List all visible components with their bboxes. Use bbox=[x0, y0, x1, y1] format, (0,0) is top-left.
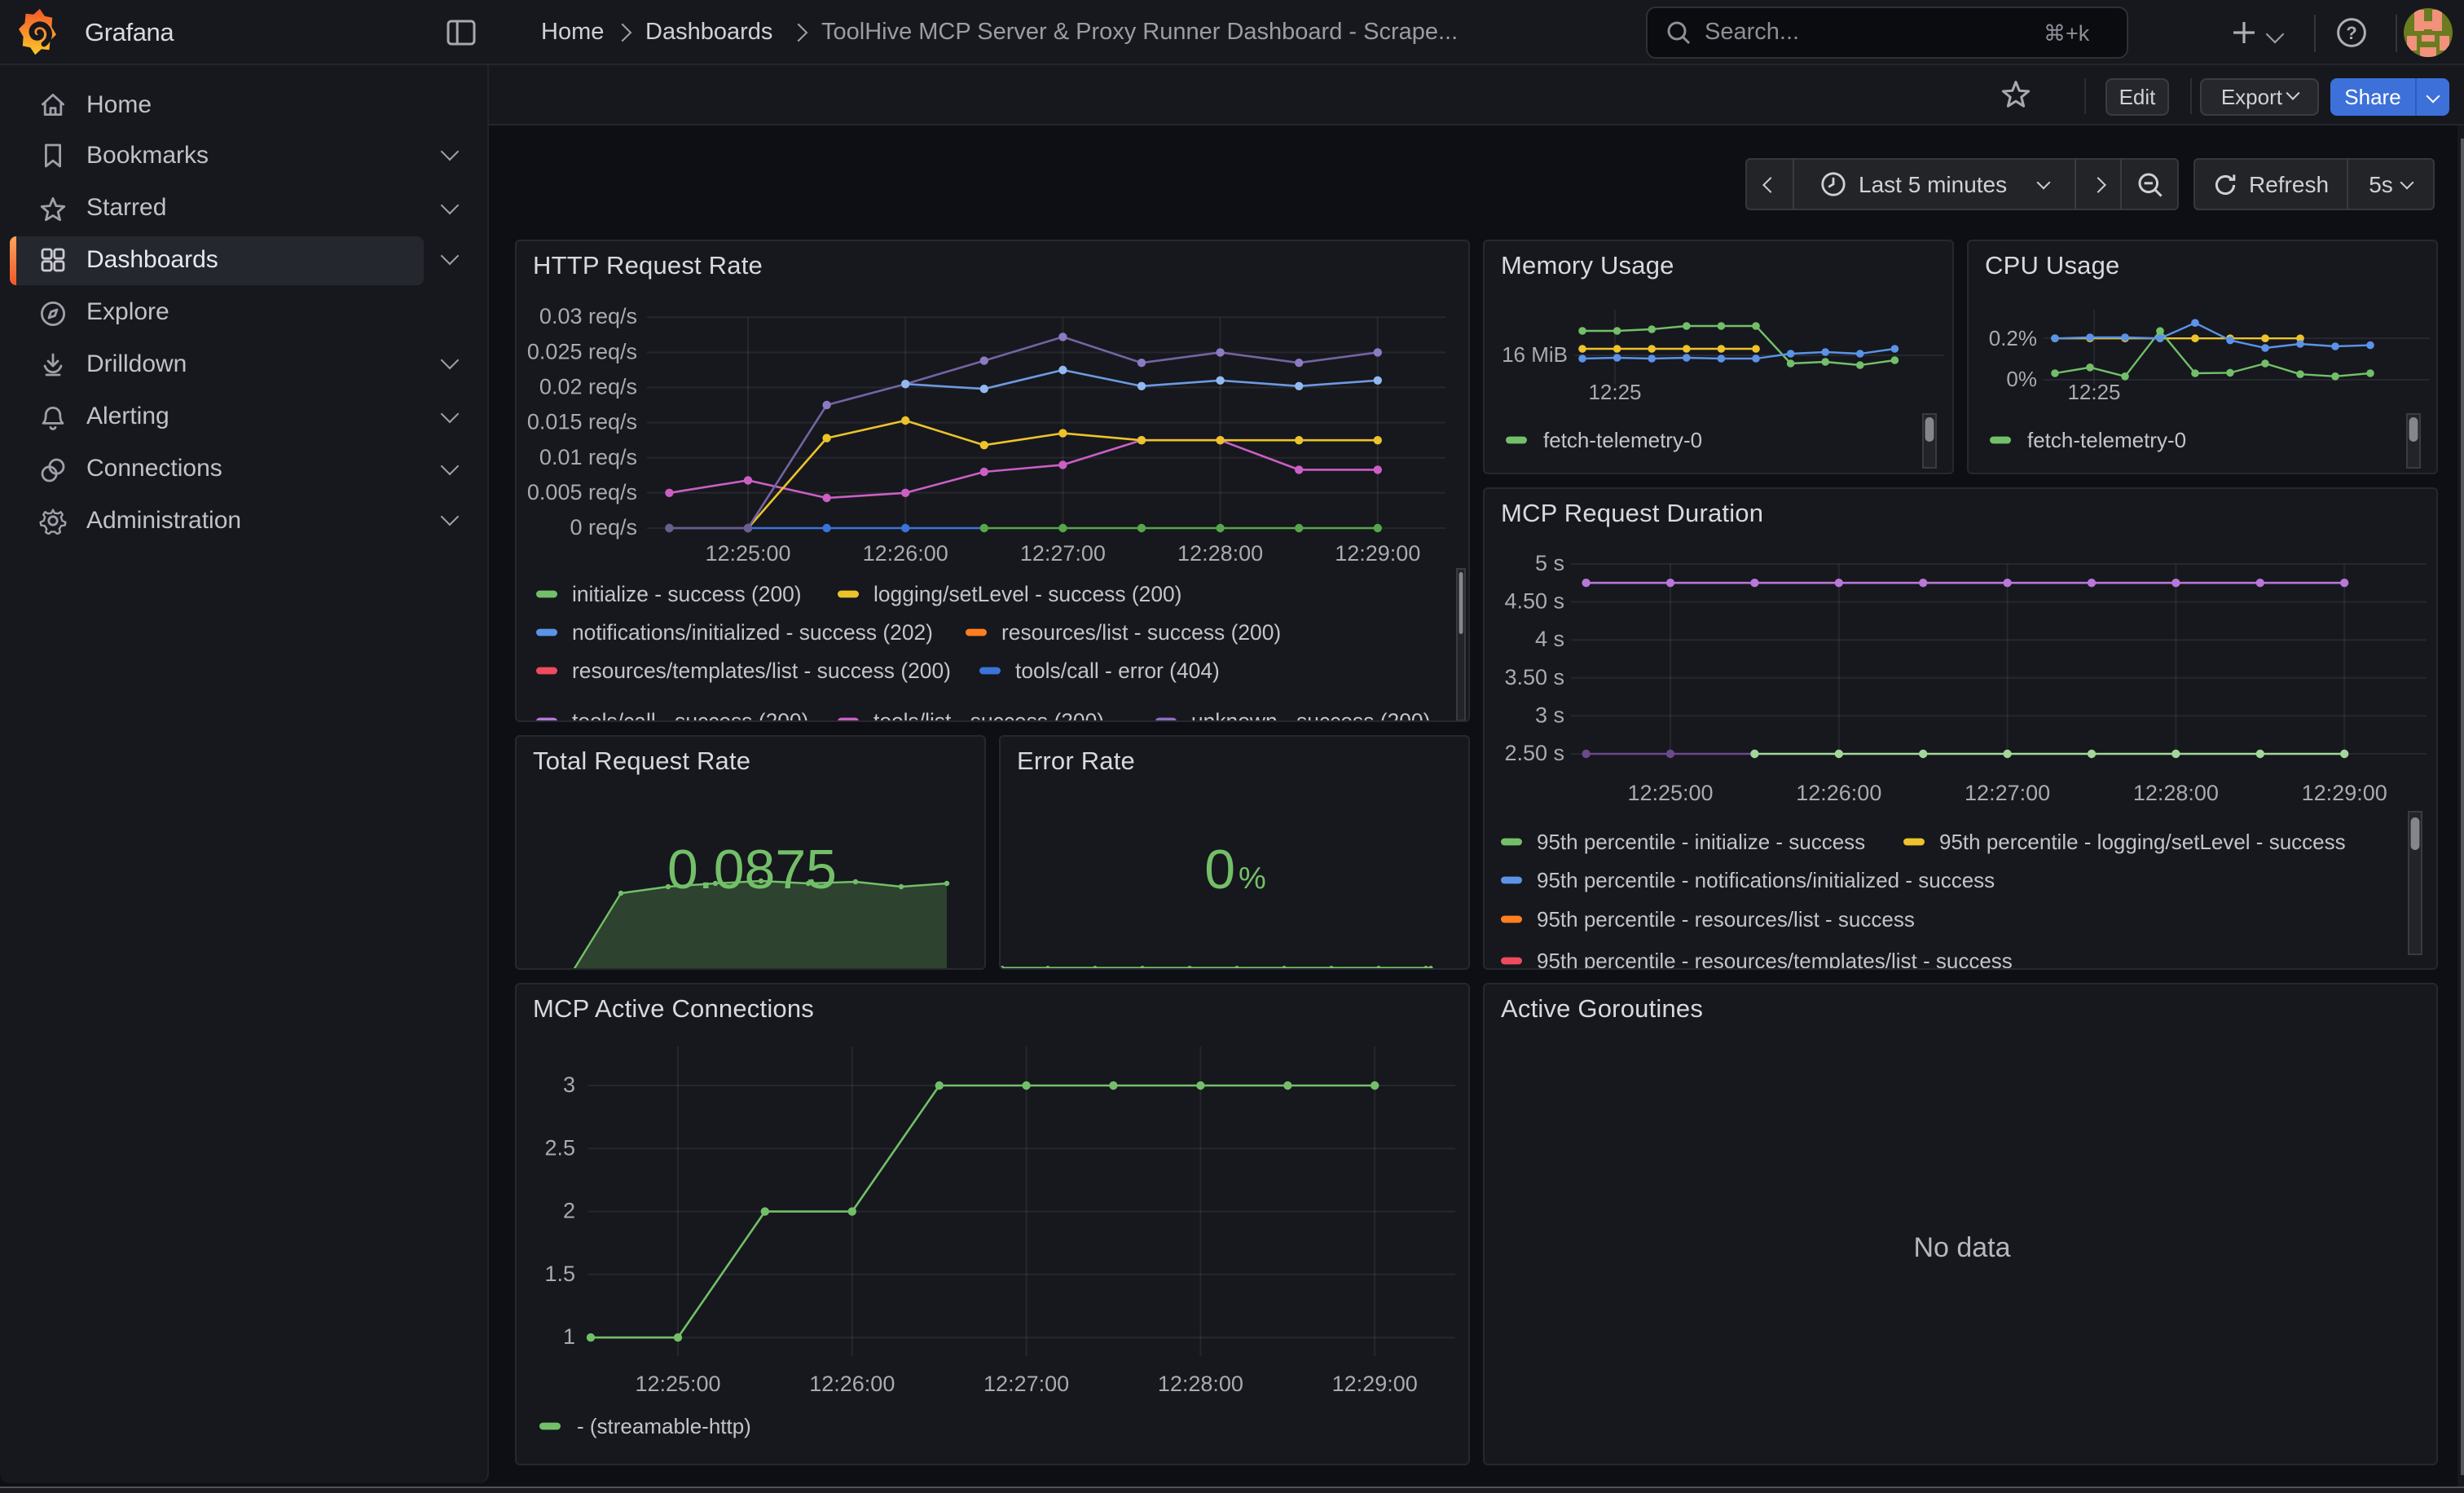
svg-text:0.025 req/s: 0.025 req/s bbox=[527, 339, 637, 363]
svg-text:4 s: 4 s bbox=[1535, 627, 1564, 651]
svg-text:logging/setLevel - success (20: logging/setLevel - success (200) bbox=[873, 582, 1181, 606]
svg-text:95th percentile - logging/setL: 95th percentile - logging/setLevel - suc… bbox=[1939, 830, 2346, 854]
svg-text:12:27:00: 12:27:00 bbox=[1965, 781, 2050, 805]
svg-text:12:28:00: 12:28:00 bbox=[2133, 781, 2219, 805]
svg-text:3 s: 3 s bbox=[1535, 702, 1564, 727]
svg-text:16 MiB: 16 MiB bbox=[1502, 342, 1568, 367]
svg-text:4.50 s: 4.50 s bbox=[1504, 589, 1564, 614]
svg-text:0.02 req/s: 0.02 req/s bbox=[539, 374, 637, 399]
svg-text:unknown - success (200): unknown - success (200) bbox=[1191, 709, 1430, 722]
svg-text:2.50 s: 2.50 s bbox=[1504, 741, 1564, 765]
svg-text:0.01 req/s: 0.01 req/s bbox=[539, 445, 637, 469]
svg-text:95th percentile - resources/li: 95th percentile - resources/list - succe… bbox=[1537, 907, 1915, 931]
svg-text:12:29:00: 12:29:00 bbox=[2302, 781, 2387, 805]
svg-text:0 req/s: 0 req/s bbox=[570, 515, 637, 540]
svg-text:12:26:00: 12:26:00 bbox=[863, 541, 948, 566]
svg-text:12:25:00: 12:25:00 bbox=[1627, 781, 1713, 805]
svg-text:12:26:00: 12:26:00 bbox=[1796, 781, 1881, 805]
svg-text:12:26:00: 12:26:00 bbox=[809, 1372, 895, 1396]
svg-text:2.5: 2.5 bbox=[544, 1135, 575, 1160]
svg-text:tools/call - success (200): tools/call - success (200) bbox=[572, 709, 808, 722]
svg-text:0.005 req/s: 0.005 req/s bbox=[527, 480, 637, 504]
svg-text:No data: No data bbox=[1913, 1232, 2010, 1263]
svg-text:12:25:00: 12:25:00 bbox=[635, 1372, 720, 1396]
svg-text:3.50 s: 3.50 s bbox=[1504, 665, 1564, 689]
svg-text:0.015 req/s: 0.015 req/s bbox=[527, 410, 637, 434]
svg-text:12:28:00: 12:28:00 bbox=[1177, 541, 1263, 566]
svg-text:2: 2 bbox=[563, 1199, 575, 1223]
svg-text:95th percentile - resources/te: 95th percentile - resources/templates/li… bbox=[1537, 949, 2013, 970]
svg-text:12:25: 12:25 bbox=[1588, 380, 1641, 404]
svg-text:?: ? bbox=[2346, 23, 2356, 43]
svg-text:0%: 0% bbox=[2006, 367, 2037, 391]
svg-text:1.5: 1.5 bbox=[544, 1262, 575, 1286]
svg-text:0.2%: 0.2% bbox=[1989, 326, 2037, 350]
svg-text:0.0875: 0.0875 bbox=[667, 839, 837, 901]
svg-text:1: 1 bbox=[563, 1324, 575, 1349]
svg-text:5 s: 5 s bbox=[1535, 551, 1564, 575]
svg-text:resources/list - success (200): resources/list - success (200) bbox=[1001, 620, 1281, 645]
svg-text:12:28:00: 12:28:00 bbox=[1158, 1372, 1243, 1396]
svg-text:95th percentile - initialize -: 95th percentile - initialize - success bbox=[1537, 830, 1865, 854]
svg-text:12:25:00: 12:25:00 bbox=[705, 541, 790, 566]
svg-text:12:29:00: 12:29:00 bbox=[1335, 541, 1420, 566]
svg-text:notifications/initialized - su: notifications/initialized - success (202… bbox=[572, 620, 933, 645]
svg-text:12:29:00: 12:29:00 bbox=[1332, 1372, 1418, 1396]
svg-text:12:27:00: 12:27:00 bbox=[983, 1372, 1069, 1396]
svg-text:resources/templates/list - suc: resources/templates/list - success (200) bbox=[572, 658, 951, 683]
svg-text:95th percentile - notification: 95th percentile - notifications/initiali… bbox=[1537, 868, 1995, 892]
svg-text:fetch-telemetry-0: fetch-telemetry-0 bbox=[1543, 428, 1702, 452]
svg-text:12:25: 12:25 bbox=[2067, 380, 2120, 404]
svg-text:12:27:00: 12:27:00 bbox=[1020, 541, 1106, 566]
svg-text:0%: 0% bbox=[1204, 839, 1266, 901]
svg-text:3: 3 bbox=[563, 1072, 575, 1097]
svg-text:- (streamable-http): - (streamable-http) bbox=[577, 1414, 751, 1438]
svg-text:tools/call - error (404): tools/call - error (404) bbox=[1015, 658, 1220, 683]
svg-text:fetch-telemetry-0: fetch-telemetry-0 bbox=[2027, 428, 2186, 452]
svg-text:0.03 req/s: 0.03 req/s bbox=[539, 304, 637, 328]
svg-text:tools/list - success (200): tools/list - success (200) bbox=[873, 709, 1104, 722]
svg-text:initialize - success (200): initialize - success (200) bbox=[572, 582, 802, 606]
